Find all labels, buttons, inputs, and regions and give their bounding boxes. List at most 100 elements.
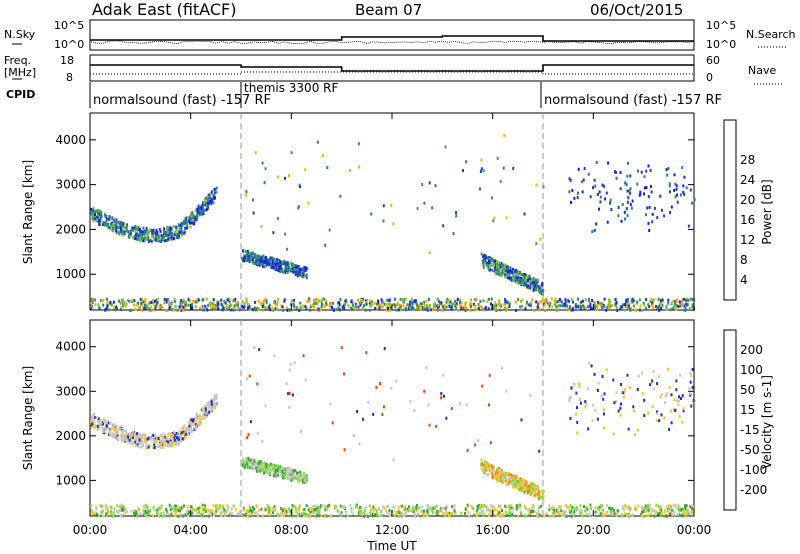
echo-cell	[160, 234, 163, 238]
echo-cell	[595, 222, 598, 226]
echo-cell	[342, 304, 345, 308]
echo-cell	[177, 505, 180, 509]
echo-cell	[480, 458, 483, 462]
echo-cell	[395, 308, 398, 312]
echo-cell	[549, 301, 552, 305]
echo-cell	[114, 222, 117, 226]
echo-cell	[145, 511, 148, 515]
echo-cell	[577, 297, 579, 301]
echo-cell	[121, 432, 123, 436]
echo-cell	[291, 512, 294, 515]
echo-cell	[631, 513, 634, 517]
echo-cell	[675, 379, 678, 383]
echo-cell	[525, 507, 528, 511]
echo-cell	[302, 275, 305, 278]
echo-cell	[352, 512, 355, 516]
echo-cell	[247, 252, 249, 256]
echo-cell	[485, 256, 488, 260]
echo-cell	[650, 512, 653, 516]
echo-cell	[645, 169, 648, 173]
echo-cell	[174, 433, 177, 437]
echo-cell	[247, 509, 250, 513]
echo-cell	[90, 302, 92, 306]
echo-cell	[184, 221, 187, 225]
echo-cell	[636, 182, 639, 186]
echo-cell	[580, 300, 583, 304]
colorbar-tick-label: 16	[740, 213, 755, 227]
echo-cell	[650, 190, 653, 194]
echo-cell	[231, 512, 233, 516]
echo-cell	[164, 442, 167, 446]
echo-cell	[148, 301, 151, 305]
echo-cell	[645, 298, 648, 302]
echo-cell	[495, 268, 498, 272]
echo-cell	[431, 308, 434, 312]
echo-cell	[619, 307, 622, 311]
echo-cell	[654, 304, 657, 308]
echo-cell	[144, 298, 147, 302]
echo-cell	[482, 513, 485, 517]
echo-cell	[363, 512, 366, 516]
echo-cell	[152, 298, 154, 302]
echo-cell	[620, 219, 623, 223]
echo-cell	[495, 307, 498, 311]
echo-cell	[537, 303, 540, 306]
echo-cell	[166, 230, 169, 234]
echo-cell	[166, 511, 169, 515]
echo-cell	[691, 303, 694, 307]
echo-cell	[482, 469, 485, 473]
echo-cell	[271, 265, 274, 269]
echo-cell	[175, 510, 178, 514]
echo-cell	[570, 200, 572, 204]
echo-cell	[507, 473, 510, 477]
echo-cell	[576, 420, 579, 424]
echo-cell	[427, 504, 430, 507]
echo-cell	[627, 505, 630, 509]
echo-cell	[323, 297, 326, 301]
echo-cell	[147, 236, 150, 240]
echo-cell	[230, 507, 233, 511]
echo-cell	[525, 275, 528, 279]
echo-cell	[180, 431, 183, 435]
echo-cell	[537, 511, 540, 515]
echo-cell	[263, 462, 266, 466]
echo-cell	[416, 513, 419, 517]
echo-cell	[198, 211, 201, 215]
echo-cell	[442, 373, 445, 377]
echo-cell	[607, 298, 610, 302]
echo-cell	[541, 299, 544, 303]
echo-cell	[304, 269, 307, 272]
echo-cell	[532, 509, 535, 513]
echo-cell	[568, 509, 571, 513]
echo-cell	[643, 192, 645, 196]
echo-cell	[119, 221, 122, 225]
colorbar-tick-label: 100	[740, 363, 763, 377]
echo-cell	[303, 269, 305, 273]
echo-cell	[261, 304, 264, 308]
echo-cell	[673, 513, 676, 517]
echo-cell	[351, 308, 354, 311]
echo-cell	[115, 218, 118, 222]
echo-cell	[106, 508, 109, 512]
echo-cell	[551, 305, 554, 309]
echo-cell	[527, 284, 530, 288]
echo-cell	[262, 260, 265, 264]
echo-cell	[262, 302, 265, 306]
echo-cell	[279, 268, 281, 272]
echo-cell	[228, 299, 231, 303]
echo-cell	[512, 274, 515, 278]
echo-cell	[409, 400, 412, 404]
echo-cell	[584, 509, 586, 513]
echo-cell	[290, 263, 293, 267]
echo-cell	[408, 508, 410, 512]
echo-cell	[545, 297, 548, 301]
echo-cell	[298, 480, 301, 484]
echo-cell	[575, 508, 578, 511]
echo-cell	[674, 302, 677, 305]
echo-cell	[272, 266, 275, 270]
echo-cell	[141, 303, 143, 307]
echo-cell	[325, 303, 328, 307]
echo-cell	[401, 511, 403, 515]
echo-cell	[409, 509, 412, 513]
echo-cell	[643, 398, 646, 402]
